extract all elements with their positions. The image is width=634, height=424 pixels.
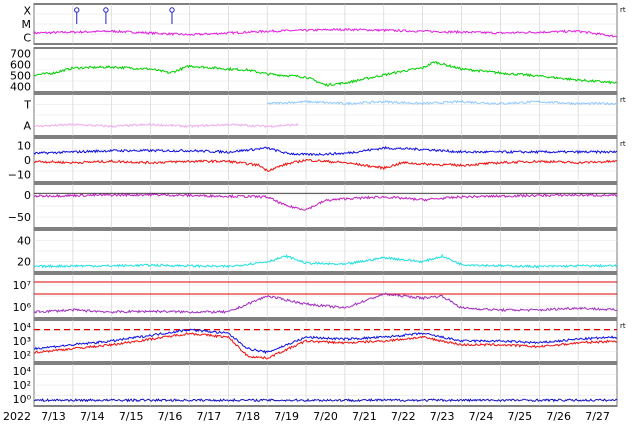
x-tick-label: 7/22 bbox=[391, 410, 416, 423]
right-marker-bz-flag: rt bbox=[620, 96, 626, 104]
y-tick-label-xray: 10⁰ bbox=[13, 393, 32, 406]
y-tick-label-bz-flag: T bbox=[23, 99, 31, 112]
y-tick-label-kp: 40 bbox=[17, 235, 31, 248]
right-marker-bz: rt bbox=[620, 140, 626, 148]
y-tick-label-speed: 700 bbox=[10, 48, 31, 61]
y-tick-label-kp: 20 bbox=[17, 256, 31, 269]
y-tick-label-bz: 10 bbox=[17, 139, 31, 152]
y-tick-label-proton: 10⁷ bbox=[13, 279, 31, 292]
y-tick-label-bz: −10 bbox=[8, 169, 31, 182]
series-electron-0 bbox=[34, 328, 618, 355]
y-tick-label-electron: 10⁴ bbox=[13, 321, 32, 334]
y-tick-label-bz-flag: A bbox=[23, 120, 31, 133]
x-tick-label: 7/18 bbox=[235, 410, 260, 423]
x-tick-label: 7/20 bbox=[313, 410, 338, 423]
x-tick-label: 7/14 bbox=[80, 410, 105, 423]
series-proton-0 bbox=[33, 292, 618, 314]
x-tick-label: 7/23 bbox=[430, 410, 455, 423]
x-tick-label: 7/13 bbox=[41, 410, 66, 423]
series-xray-0 bbox=[33, 398, 618, 403]
x-tick-label: 7/25 bbox=[507, 410, 532, 423]
series-kp-0 bbox=[33, 253, 618, 269]
series-speed-0 bbox=[33, 61, 618, 87]
flare-marker bbox=[103, 7, 109, 13]
x-tick-label: 7/15 bbox=[119, 410, 144, 423]
series-flare-0 bbox=[33, 27, 618, 38]
y-tick-label-xray: 10⁴ bbox=[13, 365, 32, 378]
y-tick-label-speed: 400 bbox=[10, 81, 31, 94]
x-tick-label: 7/17 bbox=[197, 410, 222, 423]
series-dst-0 bbox=[33, 192, 618, 211]
year-label: 2022 bbox=[3, 410, 31, 423]
y-tick-label-flare: C bbox=[23, 31, 31, 44]
y-tick-label-speed: 600 bbox=[10, 59, 31, 72]
flare-marker bbox=[74, 7, 80, 13]
y-tick-label-flare: X bbox=[23, 5, 31, 18]
x-tick-label: 7/21 bbox=[352, 410, 377, 423]
y-tick-label-xray: 10² bbox=[13, 379, 31, 392]
series-bz-flag-0 bbox=[267, 99, 618, 106]
y-tick-label-speed: 500 bbox=[10, 70, 31, 83]
x-tick-label: 7/16 bbox=[158, 410, 183, 423]
x-tick-label: 7/19 bbox=[274, 410, 299, 423]
y-tick-label-flare: M bbox=[22, 18, 32, 31]
x-tick-label: 7/27 bbox=[585, 410, 610, 423]
x-tick-label: 7/26 bbox=[546, 410, 571, 423]
x-tick-label: 7/24 bbox=[469, 410, 494, 423]
y-tick-label-dst: 0 bbox=[24, 189, 31, 202]
series-bz-flag-1 bbox=[33, 122, 299, 129]
series-bz-0 bbox=[33, 145, 618, 157]
flare-marker bbox=[169, 7, 175, 13]
y-tick-label-dst: −50 bbox=[8, 211, 31, 224]
y-tick-label-electron: 10³ bbox=[13, 335, 31, 348]
series-bz-1 bbox=[34, 158, 618, 172]
y-tick-label-bz: 0 bbox=[24, 154, 31, 167]
y-tick-label-electron: 10² bbox=[13, 349, 31, 362]
series-electron-1 bbox=[33, 332, 618, 360]
right-marker-flare: rt bbox=[620, 6, 626, 14]
y-tick-label-proton: 10⁶ bbox=[13, 301, 32, 314]
right-marker-electron: rt bbox=[620, 322, 626, 330]
